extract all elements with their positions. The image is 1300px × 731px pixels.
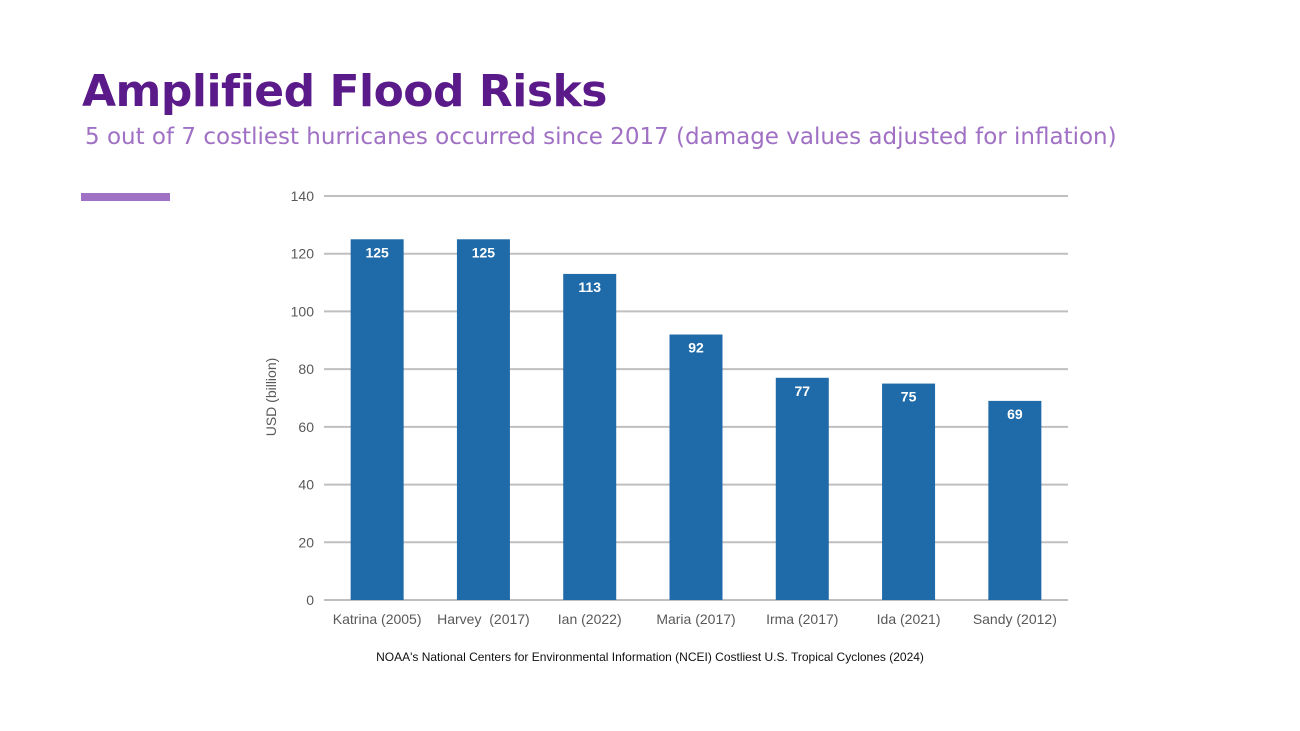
data-label: 113 bbox=[578, 279, 601, 295]
y-tick-label: 100 bbox=[291, 303, 315, 319]
data-label: 92 bbox=[688, 340, 704, 356]
bar bbox=[882, 383, 936, 600]
data-label: 69 bbox=[1007, 406, 1023, 422]
data-label: 125 bbox=[365, 244, 389, 260]
y-tick-label: 40 bbox=[298, 477, 314, 493]
x-tick-label: Irma (2017) bbox=[766, 611, 838, 627]
bar bbox=[775, 377, 829, 600]
y-tick-label: 120 bbox=[291, 246, 315, 262]
y-axis-label: USD (billion) bbox=[263, 358, 279, 437]
x-tick-label: Ida (2021) bbox=[877, 611, 941, 627]
y-tick-label: 140 bbox=[291, 188, 315, 204]
accent-bar bbox=[81, 193, 170, 201]
data-label: 77 bbox=[794, 383, 810, 399]
x-tick-label: Katrina (2005) bbox=[333, 611, 422, 627]
y-tick-label: 80 bbox=[298, 361, 314, 377]
x-tick-label: Harvey (2017) bbox=[437, 611, 530, 627]
data-label: 75 bbox=[901, 389, 917, 405]
slide-title: Amplified Flood Risks bbox=[82, 66, 607, 117]
data-label: 125 bbox=[472, 244, 496, 260]
x-axis-ticks: Katrina (2005) Harvey (2017) Ian (2022) Mar… bbox=[333, 611, 1057, 627]
bar bbox=[350, 239, 404, 601]
x-tick-label: Maria (2017) bbox=[656, 611, 735, 627]
y-axis-ticks: 0 20 40 60 80 100 120 140 bbox=[291, 188, 315, 608]
x-tick-label: Ian (2022) bbox=[558, 611, 622, 627]
bar bbox=[456, 239, 510, 601]
y-tick-label: 0 bbox=[306, 592, 314, 608]
x-tick-label: Sandy (2012) bbox=[973, 611, 1057, 627]
bar bbox=[988, 400, 1042, 600]
bar bbox=[563, 273, 617, 600]
bar bbox=[669, 334, 723, 600]
source-note: NOAA's National Centers for Environmenta… bbox=[376, 650, 924, 664]
y-tick-label: 20 bbox=[298, 534, 314, 550]
y-tick-label: 60 bbox=[298, 419, 314, 435]
chart-data-labels: 125 125 113 92 77 75 69 bbox=[365, 244, 1022, 422]
chart-bars bbox=[350, 239, 1042, 601]
slide-subtitle: 5 out of 7 costliest hurricanes occurred… bbox=[85, 124, 1117, 150]
